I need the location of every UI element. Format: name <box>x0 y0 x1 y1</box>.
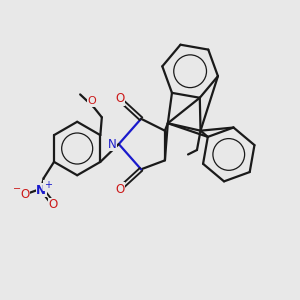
Text: O: O <box>88 96 96 106</box>
Text: O: O <box>49 199 58 212</box>
Text: −: − <box>13 184 21 194</box>
Text: O: O <box>115 183 124 196</box>
Text: O: O <box>115 92 124 105</box>
Text: O: O <box>20 188 29 201</box>
Text: N: N <box>36 184 46 196</box>
Text: +: + <box>44 180 52 190</box>
Text: N: N <box>108 138 117 151</box>
